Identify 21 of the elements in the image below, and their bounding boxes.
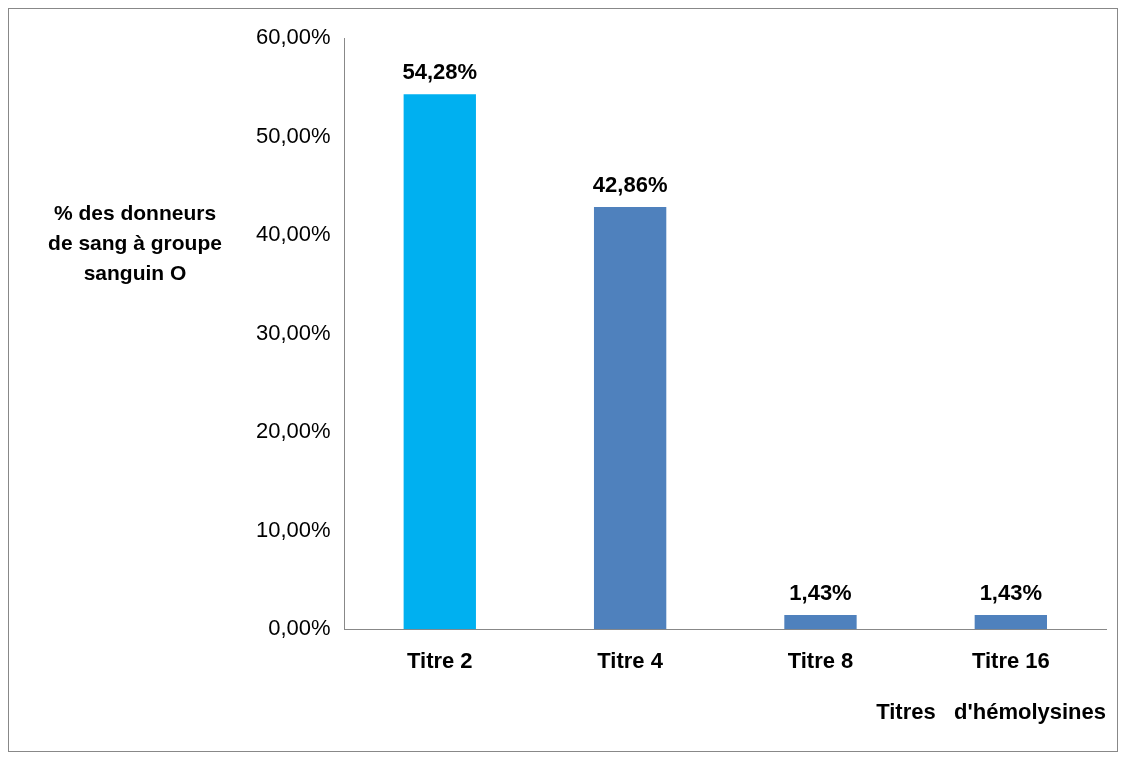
- data-label: 1,43%: [789, 580, 852, 606]
- y-tick-label: 40,00%: [255, 221, 331, 247]
- x-tick-label: Titre 4: [597, 648, 664, 674]
- data-label: 54,28%: [402, 59, 478, 85]
- y-tick-label: 30,00%: [255, 319, 331, 345]
- bar: [784, 615, 857, 630]
- data-label: 1,43%: [979, 580, 1043, 606]
- y-axis-title: % des donneurs de sang à groupe sanguin O: [47, 200, 223, 286]
- x-tick-label: Titre 16: [971, 648, 1050, 674]
- y-tick-label: 20,00%: [255, 418, 331, 444]
- y-tick-label: 10,00%: [255, 516, 331, 542]
- bar: [403, 94, 476, 630]
- y-tick-label: 50,00%: [255, 122, 331, 148]
- data-label: 42,86%: [592, 171, 668, 197]
- x-tick-label: Titre 2: [406, 648, 473, 674]
- y-tick-label: 60,00%: [255, 24, 331, 50]
- x-axis-title: Titres d'hémolysines: [876, 698, 1106, 724]
- bar: [593, 206, 667, 630]
- y-tick-label: 0,00%: [268, 615, 331, 641]
- x-tick-label: Titre 8: [787, 648, 854, 674]
- bar: [974, 615, 1047, 630]
